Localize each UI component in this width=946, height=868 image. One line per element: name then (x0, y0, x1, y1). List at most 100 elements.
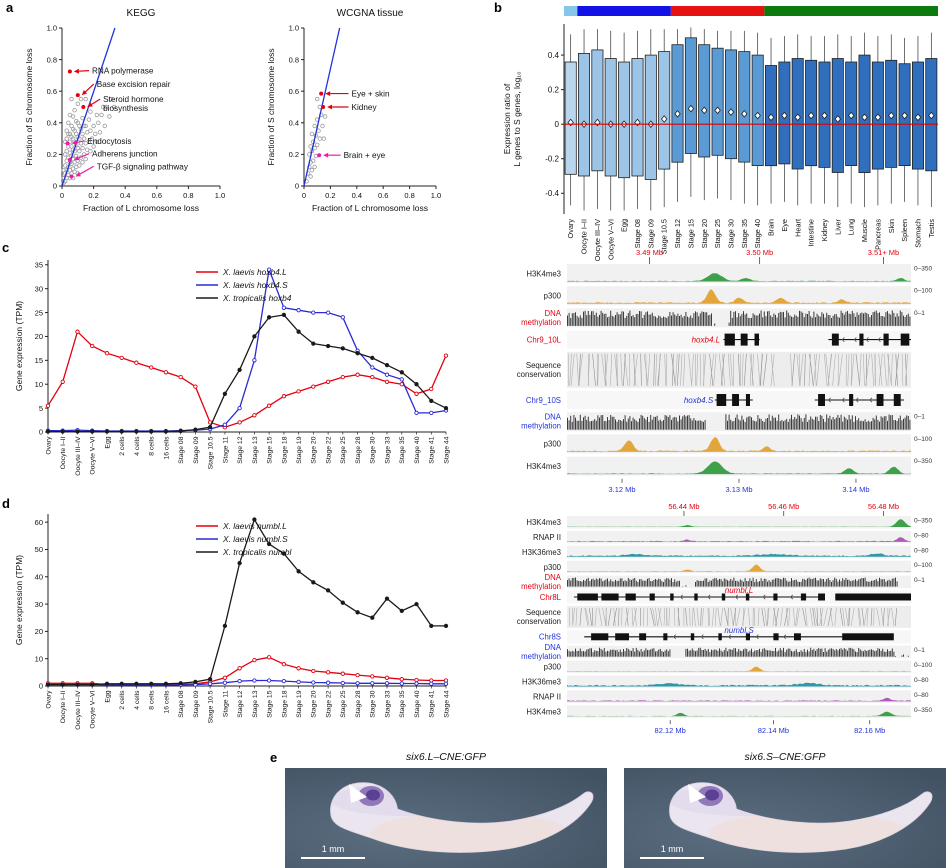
sc-kegg-svg: KEGG 00 0.2 0.2 0.4 0.4 0.6 0.6 0.8 0.8 1.0 1.0 Frac… (24, 8, 225, 213)
svg-text:Stage 15: Stage 15 (686, 219, 695, 248)
svg-text:10: 10 (35, 380, 43, 389)
svg-text:Stage 25: Stage 25 (340, 436, 347, 463)
svg-text:Stage 15: Stage 15 (267, 436, 274, 463)
svg-text:hoxb4.S: hoxb4.S (684, 396, 714, 405)
boxes (564, 27, 938, 211)
svg-text:1.0: 1.0 (47, 24, 57, 33)
svg-text:0.4: 0.4 (352, 191, 362, 200)
svg-text:Egg: Egg (620, 219, 629, 232)
track-chr8s: Chr8S numbl.S (539, 626, 911, 644)
track-p300: p300 0–100 (544, 286, 932, 306)
svg-text:Eye: Eye (780, 219, 789, 232)
svg-text:0–350: 0–350 (914, 518, 932, 525)
svg-text:Stage 40: Stage 40 (753, 219, 762, 248)
svg-text:X. tropicalis numbl: X. tropicalis numbl (222, 547, 293, 557)
track-chr8l: Chr8L numbl.L (540, 586, 911, 604)
svg-text:Egg: Egg (104, 436, 111, 448)
svg-text:Ovary: Ovary (45, 436, 52, 455)
svg-text:Stage 08: Stage 08 (178, 436, 185, 463)
svg-text:30: 30 (35, 284, 43, 293)
svg-text:0–1: 0–1 (914, 414, 925, 421)
svg-text:Stage 13: Stage 13 (252, 690, 259, 717)
svg-text:0–1: 0–1 (914, 310, 925, 317)
svg-text:-0.4: -0.4 (545, 189, 559, 198)
svg-text:1 mm: 1 mm (661, 844, 684, 854)
category-labels: Ovary Oocyte I–II Oocyte III–IV Oocyte V–VI… (566, 218, 936, 261)
svg-text:Steroid hormone: Steroid hormone (103, 95, 164, 104)
svg-text:H3K4me3: H3K4me3 (526, 707, 561, 716)
line-numbl-svg: 0 10 20 30 40 50 60 Gene expression (TPM) X. lae… (14, 514, 450, 730)
svg-text:3.51+ Mb: 3.51+ Mb (868, 248, 899, 257)
svg-text:p300: p300 (544, 663, 562, 672)
svg-text:Stage 22: Stage 22 (326, 436, 333, 463)
svg-text:Brain + eye: Brain + eye (344, 151, 386, 160)
svg-text:Fraction of L chromosome loss: Fraction of L chromosome loss (312, 203, 428, 213)
svg-text:Stage 41: Stage 41 (429, 436, 436, 463)
svg-text:DNA: DNA (545, 643, 562, 652)
svg-text:0–100: 0–100 (914, 288, 932, 295)
svg-text:Stage 20: Stage 20 (311, 436, 318, 463)
svg-text:Lung: Lung (847, 219, 856, 235)
embryo-left-title: six6.L–CNE:GFP (406, 751, 486, 763)
svg-text:3.50 Mb: 3.50 Mb (746, 248, 773, 257)
svg-text:Stage 28: Stage 28 (355, 690, 362, 717)
svg-text:5: 5 (39, 404, 43, 413)
svg-text:Stage 12: Stage 12 (673, 219, 682, 248)
svg-text:Stage 15: Stage 15 (267, 690, 274, 717)
svg-text:Kidney: Kidney (820, 219, 829, 242)
svg-text:0.4: 0.4 (47, 119, 57, 128)
embryo-right-title: six6.S–CNE:GFP (744, 751, 826, 763)
svg-text:0–350: 0–350 (914, 458, 932, 465)
svg-text:0.4: 0.4 (548, 51, 560, 60)
numbl-genome-tracks: 56.44 Mb 56.46 Mb 56.48 Mb H3K4me3 0–350 RNAP… (455, 500, 946, 745)
svg-text:H3K36me3: H3K36me3 (522, 548, 561, 557)
svg-text:DNA: DNA (545, 413, 562, 422)
panel-e-letter: e (270, 750, 278, 765)
svg-text:RNA polymerase: RNA polymerase (92, 67, 154, 76)
expression-ratio-boxplot: 0.4 0.2 0 -0.2 -0.4 Expression ratio of L gene… (498, 2, 946, 314)
track-chr9-10s: Chr9_10S hoxb4.S (526, 391, 911, 409)
panel-a-letter: a (6, 0, 14, 15)
svg-text:TGF-β signaling pathway: TGF-β signaling pathway (97, 162, 189, 171)
svg-text:Gene expression (TPM): Gene expression (TPM) (14, 555, 24, 645)
svg-text:Stage 30: Stage 30 (370, 690, 377, 717)
svg-text:8 cells: 8 cells (149, 436, 156, 456)
svg-text:0.2: 0.2 (88, 191, 98, 200)
svg-text:Adherens junction: Adherens junction (92, 150, 158, 159)
svg-text:biosynthesis: biosynthesis (103, 104, 148, 113)
svg-text:10: 10 (35, 654, 43, 663)
svg-text:0: 0 (302, 191, 306, 200)
svg-text:1 mm: 1 mm (322, 844, 345, 854)
svg-text:Gene expression (TPM): Gene expression (TPM) (14, 301, 24, 391)
line-hoxb4-svg: 0 5 10 15 20 25 30 35 Gene expression (TPM) X. la… (14, 260, 450, 476)
svg-text:Chr9_10S: Chr9_10S (526, 396, 561, 405)
svg-text:Stage 35: Stage 35 (399, 436, 406, 463)
svg-text:Stage 10.5: Stage 10.5 (208, 690, 215, 723)
svg-text:Stage 20: Stage 20 (311, 690, 318, 717)
svg-text:2 cells: 2 cells (119, 436, 126, 456)
svg-text:Oocyte I–II: Oocyte I–II (60, 436, 67, 469)
svg-text:0: 0 (60, 191, 64, 200)
svg-text:Stage 25: Stage 25 (340, 690, 347, 717)
svg-text:Stage 12: Stage 12 (237, 436, 244, 463)
embryo-photo-svg: 1 mm (624, 768, 946, 868)
svg-text:Endocytosis: Endocytosis (87, 137, 131, 146)
svg-text:Stage 20: Stage 20 (700, 219, 709, 248)
svg-text:3.13 Mb: 3.13 Mb (725, 485, 752, 494)
svg-text:Heart: Heart (793, 219, 802, 237)
svg-text:0–1: 0–1 (914, 577, 925, 584)
svg-text:hoxb4.L: hoxb4.L (692, 336, 720, 345)
svg-text:L genes to S genes, log₁₀: L genes to S genes, log₁₀ (512, 71, 522, 167)
group-color-bar (564, 6, 938, 16)
svg-text:DNA: DNA (545, 573, 562, 582)
svg-text:8 cells: 8 cells (149, 690, 156, 710)
svg-text:Fraction of L chromosome loss: Fraction of L chromosome loss (83, 203, 199, 213)
svg-text:Stage 33: Stage 33 (384, 436, 391, 463)
svg-text:Sequence: Sequence (526, 361, 561, 370)
svg-text:82.16 Mb: 82.16 Mb (854, 726, 885, 735)
